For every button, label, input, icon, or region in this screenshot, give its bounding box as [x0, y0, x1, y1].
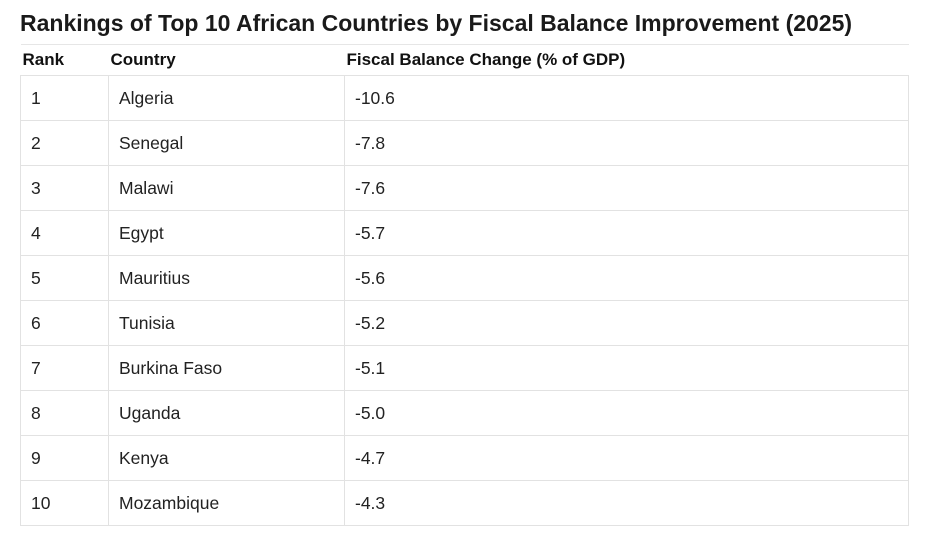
value-cell: -5.6: [344, 255, 909, 301]
rank-cell: 6: [20, 300, 109, 346]
table-row: 9 Kenya -4.7: [20, 435, 909, 481]
value-cell: -5.7: [344, 210, 909, 256]
country-cell: Mozambique: [108, 480, 345, 526]
table-row: 8 Uganda -5.0: [20, 390, 909, 436]
value-cell: -5.2: [344, 300, 909, 346]
country-cell: Malawi: [108, 165, 345, 211]
table-row: 7 Burkina Faso -5.1: [20, 345, 909, 391]
country-cell: Egypt: [108, 210, 345, 256]
country-cell: Senegal: [108, 120, 345, 166]
rank-cell: 7: [20, 345, 109, 391]
table-row: 4 Egypt -5.7: [20, 210, 909, 256]
country-cell: Uganda: [108, 390, 345, 436]
value-cell: -7.8: [344, 120, 909, 166]
value-cell: -7.6: [344, 165, 909, 211]
country-cell: Algeria: [108, 75, 345, 121]
rankings-table: Rank Country Fiscal Balance Change (% of…: [20, 44, 909, 526]
country-cell: Mauritius: [108, 255, 345, 301]
value-cell: -4.3: [344, 480, 909, 526]
country-cell: Kenya: [108, 435, 345, 481]
header-row: Rank Country Fiscal Balance Change (% of…: [20, 44, 909, 76]
column-header-rank: Rank: [20, 44, 109, 76]
rank-cell: 4: [20, 210, 109, 256]
table-row: 3 Malawi -7.6: [20, 165, 909, 211]
country-cell: Tunisia: [108, 300, 345, 346]
rank-cell: 3: [20, 165, 109, 211]
table-title: Rankings of Top 10 African Countries by …: [20, 10, 853, 36]
rank-cell: 8: [20, 390, 109, 436]
column-header-country: Country: [108, 44, 345, 76]
value-cell: -5.0: [344, 390, 909, 436]
table-row: 5 Mauritius -5.6: [20, 255, 909, 301]
value-cell: -5.1: [344, 345, 909, 391]
rank-cell: 2: [20, 120, 109, 166]
table-row: 6 Tunisia -5.2: [20, 300, 909, 346]
table-row: 10 Mozambique -4.3: [20, 480, 909, 526]
column-header-fiscal-balance-change: Fiscal Balance Change (% of GDP): [344, 44, 909, 76]
country-cell: Burkina Faso: [108, 345, 345, 391]
value-cell: -10.6: [344, 75, 909, 121]
rank-cell: 1: [20, 75, 109, 121]
value-cell: -4.7: [344, 435, 909, 481]
rank-cell: 9: [20, 435, 109, 481]
table-row: 1 Algeria -10.6: [20, 75, 909, 121]
rank-cell: 5: [20, 255, 109, 301]
rank-cell: 10: [20, 480, 109, 526]
table-row: 2 Senegal -7.8: [20, 120, 909, 166]
